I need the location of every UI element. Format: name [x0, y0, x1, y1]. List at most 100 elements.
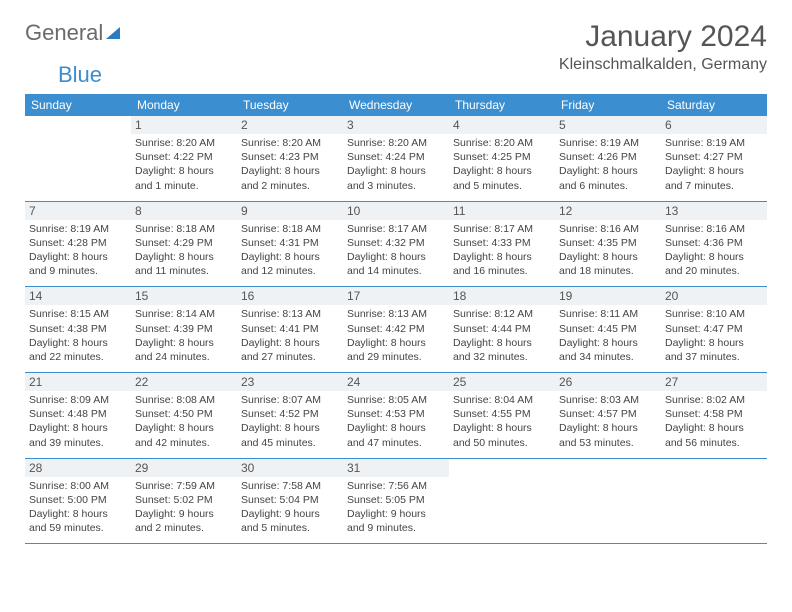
day-info: Sunrise: 8:19 AMSunset: 4:26 PMDaylight:…: [559, 136, 657, 193]
day-number: 6: [661, 116, 767, 134]
day-number: 5: [555, 116, 661, 134]
day-info: Sunrise: 8:10 AMSunset: 4:47 PMDaylight:…: [665, 307, 763, 364]
day-cell: 6 Sunrise: 8:19 AMSunset: 4:27 PMDaylight…: [661, 116, 767, 201]
day-cell: 24 Sunrise: 8:05 AMSunset: 4:53 PMDayligh…: [343, 373, 449, 459]
day-info: Sunrise: 8:13 AMSunset: 4:42 PMDaylight:…: [347, 307, 445, 364]
day-info: Sunrise: 8:05 AMSunset: 4:53 PMDaylight:…: [347, 393, 445, 450]
day-number: 11: [449, 202, 555, 220]
day-number: 17: [343, 287, 449, 305]
day-header-sunday: Sunday: [25, 94, 131, 116]
empty-cell: .: [449, 458, 555, 544]
day-info: Sunrise: 8:08 AMSunset: 4:50 PMDaylight:…: [135, 393, 233, 450]
week-row: 28 Sunrise: 8:00 AMSunset: 5:00 PMDayligh…: [25, 458, 767, 544]
empty-cell: .: [661, 458, 767, 544]
day-cell: 3 Sunrise: 8:20 AMSunset: 4:24 PMDaylight…: [343, 116, 449, 201]
day-cell: 27 Sunrise: 8:02 AMSunset: 4:58 PMDayligh…: [661, 373, 767, 459]
day-cell: 5 Sunrise: 8:19 AMSunset: 4:26 PMDaylight…: [555, 116, 661, 201]
empty-cell: .: [25, 116, 131, 201]
day-info: Sunrise: 8:02 AMSunset: 4:58 PMDaylight:…: [665, 393, 763, 450]
day-info: Sunrise: 8:19 AMSunset: 4:27 PMDaylight:…: [665, 136, 763, 193]
day-number: 28: [25, 459, 131, 477]
day-info: Sunrise: 8:20 AMSunset: 4:25 PMDaylight:…: [453, 136, 551, 193]
day-number: 27: [661, 373, 767, 391]
week-row: 7 Sunrise: 8:19 AMSunset: 4:28 PMDaylight…: [25, 201, 767, 287]
calendar-table: SundayMondayTuesdayWednesdayThursdayFrid…: [25, 94, 767, 544]
week-row: .1 Sunrise: 8:20 AMSunset: 4:22 PMDayligh…: [25, 116, 767, 201]
day-cell: 13Sunrise: 8:16 AMSunset: 4:36 PMDayligh…: [661, 201, 767, 287]
day-info: Sunrise: 8:11 AMSunset: 4:45 PMDaylight:…: [559, 307, 657, 364]
logo: General: [25, 20, 122, 46]
day-number: 14: [25, 287, 131, 305]
page-title: January 2024: [559, 20, 767, 54]
day-number: 1: [131, 116, 237, 134]
triangle-icon: [106, 27, 120, 39]
day-number: 23: [237, 373, 343, 391]
day-header-saturday: Saturday: [661, 94, 767, 116]
day-info: Sunrise: 8:16 AMSunset: 4:35 PMDaylight:…: [559, 222, 657, 279]
day-info: Sunrise: 8:20 AMSunset: 4:22 PMDaylight:…: [135, 136, 233, 193]
day-cell: 8 Sunrise: 8:18 AMSunset: 4:29 PMDaylight…: [131, 201, 237, 287]
day-info: Sunrise: 8:09 AMSunset: 4:48 PMDaylight:…: [29, 393, 127, 450]
logo-text-general: General: [25, 20, 103, 46]
day-info: Sunrise: 8:13 AMSunset: 4:41 PMDaylight:…: [241, 307, 339, 364]
day-cell: 7 Sunrise: 8:19 AMSunset: 4:28 PMDaylight…: [25, 201, 131, 287]
day-cell: 23 Sunrise: 8:07 AMSunset: 4:52 PMDayligh…: [237, 373, 343, 459]
day-info: Sunrise: 7:56 AMSunset: 5:05 PMDaylight:…: [347, 479, 445, 536]
day-info: Sunrise: 8:00 AMSunset: 5:00 PMDaylight:…: [29, 479, 127, 536]
day-cell: 10 Sunrise: 8:17 AMSunset: 4:32 PMDayligh…: [343, 201, 449, 287]
day-cell: 18 Sunrise: 8:12 AMSunset: 4:44 PMDayligh…: [449, 287, 555, 373]
day-cell: 2 Sunrise: 8:20 AMSunset: 4:23 PMDaylight…: [237, 116, 343, 201]
day-info: Sunrise: 8:17 AMSunset: 4:33 PMDaylight:…: [453, 222, 551, 279]
day-cell: 15Sunrise: 8:14 AMSunset: 4:39 PMDayligh…: [131, 287, 237, 373]
day-number: 21: [25, 373, 131, 391]
day-number: 18: [449, 287, 555, 305]
day-number: 15: [131, 287, 237, 305]
day-info: Sunrise: 8:20 AMSunset: 4:23 PMDaylight:…: [241, 136, 339, 193]
day-number: 7: [25, 202, 131, 220]
day-number: 16: [237, 287, 343, 305]
day-number: 2: [237, 116, 343, 134]
day-number: 22: [131, 373, 237, 391]
day-info: Sunrise: 8:15 AMSunset: 4:38 PMDaylight:…: [29, 307, 127, 364]
day-cell: 1 Sunrise: 8:20 AMSunset: 4:22 PMDaylight…: [131, 116, 237, 201]
day-number: 8: [131, 202, 237, 220]
day-number: 9: [237, 202, 343, 220]
day-number: 26: [555, 373, 661, 391]
day-info: Sunrise: 8:18 AMSunset: 4:31 PMDaylight:…: [241, 222, 339, 279]
day-header-row: SundayMondayTuesdayWednesdayThursdayFrid…: [25, 94, 767, 116]
day-info: Sunrise: 7:59 AMSunset: 5:02 PMDaylight:…: [135, 479, 233, 536]
day-info: Sunrise: 8:03 AMSunset: 4:57 PMDaylight:…: [559, 393, 657, 450]
day-cell: 28 Sunrise: 8:00 AMSunset: 5:00 PMDayligh…: [25, 458, 131, 544]
day-number: 3: [343, 116, 449, 134]
week-row: 21 Sunrise: 8:09 AMSunset: 4:48 PMDayligh…: [25, 373, 767, 459]
day-number: 29: [131, 459, 237, 477]
day-header-monday: Monday: [131, 94, 237, 116]
day-cell: 11 Sunrise: 8:17 AMSunset: 4:33 PMDayligh…: [449, 201, 555, 287]
day-cell: 30Sunrise: 7:58 AMSunset: 5:04 PMDayligh…: [237, 458, 343, 544]
day-cell: 14 Sunrise: 8:15 AMSunset: 4:38 PMDayligh…: [25, 287, 131, 373]
day-number: 20: [661, 287, 767, 305]
day-cell: 19 Sunrise: 8:11 AMSunset: 4:45 PMDayligh…: [555, 287, 661, 373]
day-number: 12: [555, 202, 661, 220]
day-number: 13: [661, 202, 767, 220]
day-cell: 4 Sunrise: 8:20 AMSunset: 4:25 PMDaylight…: [449, 116, 555, 201]
day-cell: 22 Sunrise: 8:08 AMSunset: 4:50 PMDayligh…: [131, 373, 237, 459]
day-header-wednesday: Wednesday: [343, 94, 449, 116]
day-cell: 21 Sunrise: 8:09 AMSunset: 4:48 PMDayligh…: [25, 373, 131, 459]
day-info: Sunrise: 8:18 AMSunset: 4:29 PMDaylight:…: [135, 222, 233, 279]
day-number: 31: [343, 459, 449, 477]
day-info: Sunrise: 8:12 AMSunset: 4:44 PMDaylight:…: [453, 307, 551, 364]
day-number: 19: [555, 287, 661, 305]
day-cell: 26 Sunrise: 8:03 AMSunset: 4:57 PMDayligh…: [555, 373, 661, 459]
day-info: Sunrise: 8:17 AMSunset: 4:32 PMDaylight:…: [347, 222, 445, 279]
day-number: 4: [449, 116, 555, 134]
day-info: Sunrise: 8:07 AMSunset: 4:52 PMDaylight:…: [241, 393, 339, 450]
day-cell: 25Sunrise: 8:04 AMSunset: 4:55 PMDayligh…: [449, 373, 555, 459]
day-info: Sunrise: 8:20 AMSunset: 4:24 PMDaylight:…: [347, 136, 445, 193]
day-info: Sunrise: 8:19 AMSunset: 4:28 PMDaylight:…: [29, 222, 127, 279]
day-number: 10: [343, 202, 449, 220]
day-number: 24: [343, 373, 449, 391]
day-cell: 29 Sunrise: 7:59 AMSunset: 5:02 PMDayligh…: [131, 458, 237, 544]
day-info: Sunrise: 7:58 AMSunset: 5:04 PMDaylight:…: [241, 479, 339, 536]
day-cell: 12 Sunrise: 8:16 AMSunset: 4:35 PMDayligh…: [555, 201, 661, 287]
